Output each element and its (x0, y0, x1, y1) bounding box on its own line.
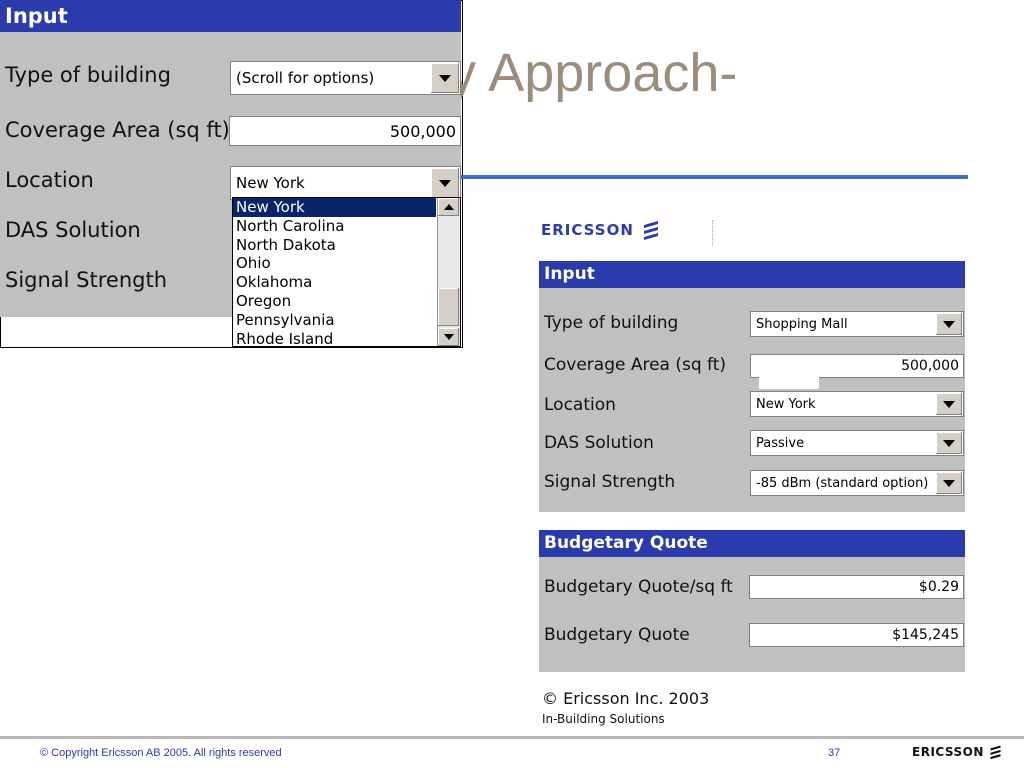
building-type-value: Shopping Mall (756, 316, 848, 332)
white-patch (759, 373, 819, 389)
left-input-form: Input Type of building (Scroll for optio… (0, 0, 463, 348)
left-form-header: Input (0, 0, 461, 32)
budgetary-quote-form: Budgetary Quote Budgetary Quote/sq ft $0… (539, 530, 965, 672)
logo-text: ERICSSON (541, 221, 634, 239)
dropdown-option[interactable]: Ohio (236, 254, 271, 273)
chevron-down-icon[interactable] (935, 313, 962, 335)
title-divider (32, 175, 968, 179)
page-number: 37 (828, 747, 841, 759)
right-input-form: Input Type of building Shopping Mall Cov… (539, 261, 965, 512)
label-signal-strength: Signal Strength (544, 472, 676, 492)
location-value: New York (756, 396, 816, 412)
signal-strength-select[interactable]: -85 dBm (standard option) (750, 470, 964, 496)
quote-total-value: $145,245 (892, 627, 959, 643)
right-form-header: Input (539, 261, 965, 288)
dropdown-option[interactable]: North Carolina (236, 216, 345, 235)
ericsson-mark-icon (990, 745, 1001, 760)
scroll-down-icon[interactable] (438, 328, 459, 346)
coverage-area-input[interactable]: 500,000 (229, 116, 461, 146)
tool-division: In-Building Solutions (542, 712, 665, 726)
label-das-solution: DAS Solution (544, 433, 654, 453)
building-type-select[interactable]: (Scroll for options) (230, 61, 461, 95)
label-quote-per-sqft: Budgetary Quote/sq ft (544, 577, 733, 597)
das-solution-select[interactable]: Passive (750, 430, 964, 456)
chevron-down-icon[interactable] (935, 393, 962, 415)
label-building-type: Type of building (544, 313, 679, 333)
dropdown-option[interactable]: New York (233, 198, 436, 217)
quote-per-sqft-value: $0.29 (918, 579, 959, 595)
label-location: Location (544, 395, 616, 415)
location-select[interactable]: New York (750, 391, 964, 417)
label-das-solution: DAS Solution (5, 218, 141, 242)
quote-form-header: Budgetary Quote (539, 530, 965, 557)
label-signal-strength: Signal Strength (5, 268, 168, 292)
dropdown-option[interactable]: Oregon (236, 291, 292, 310)
dropdown-option[interactable]: Pennsylvania (236, 310, 335, 329)
chevron-down-icon[interactable] (935, 432, 962, 454)
chevron-down-icon[interactable] (935, 472, 962, 494)
label-quote-total: Budgetary Quote (544, 625, 690, 645)
das-solution-value: Passive (756, 435, 805, 451)
location-select[interactable]: New York (230, 166, 461, 200)
tool-copyright: © Ericsson Inc. 2003 (542, 689, 710, 708)
scroll-thumb[interactable] (438, 288, 459, 326)
dropdown-scrollbar[interactable] (437, 198, 460, 346)
dropdown-option[interactable]: Rhode Island (236, 329, 334, 348)
chevron-down-icon[interactable] (430, 168, 459, 198)
scroll-up-icon[interactable] (438, 198, 459, 216)
coverage-area-value: 500,000 (389, 121, 456, 141)
location-dropdown-list[interactable]: New York North Carolina North Dakota Ohio Ok… (232, 197, 461, 348)
quote-per-sqft-output: $0.29 (749, 575, 964, 599)
building-type-select[interactable]: Shopping Mall (750, 311, 964, 337)
footer-divider (0, 736, 1024, 739)
dropdown-option[interactable]: Oklahoma (236, 273, 313, 292)
dropdown-option[interactable]: North Dakota (236, 235, 336, 254)
left-form-body: Type of building (Scroll for options) Co… (0, 32, 461, 317)
footer-logo-text: ERICSSON (912, 745, 984, 759)
label-building-type: Type of building (5, 63, 171, 87)
dropdown-items: New York North Carolina North Dakota Ohio Ok… (233, 198, 460, 348)
quote-total-output: $145,245 (749, 623, 964, 647)
label-location: Location (5, 168, 94, 192)
location-value: New York (236, 174, 305, 192)
ericsson-mark-icon (643, 221, 658, 240)
footer-logo: ERICSSON (912, 744, 1002, 760)
footer-copyright: © Copyright Ericsson AB 2005. All rights… (40, 747, 282, 759)
signal-strength-value: -85 dBm (standard option) (756, 475, 929, 491)
building-type-value: (Scroll for options) (236, 69, 375, 87)
label-coverage-area: Coverage Area (sq ft) (5, 118, 230, 142)
label-coverage-area: Coverage Area (sq ft) (544, 355, 727, 375)
ericsson-logo: ERICSSON (541, 220, 660, 240)
coverage-area-value: 500,000 (901, 358, 959, 374)
logo-separator (712, 220, 713, 246)
chevron-down-icon[interactable] (430, 63, 459, 93)
